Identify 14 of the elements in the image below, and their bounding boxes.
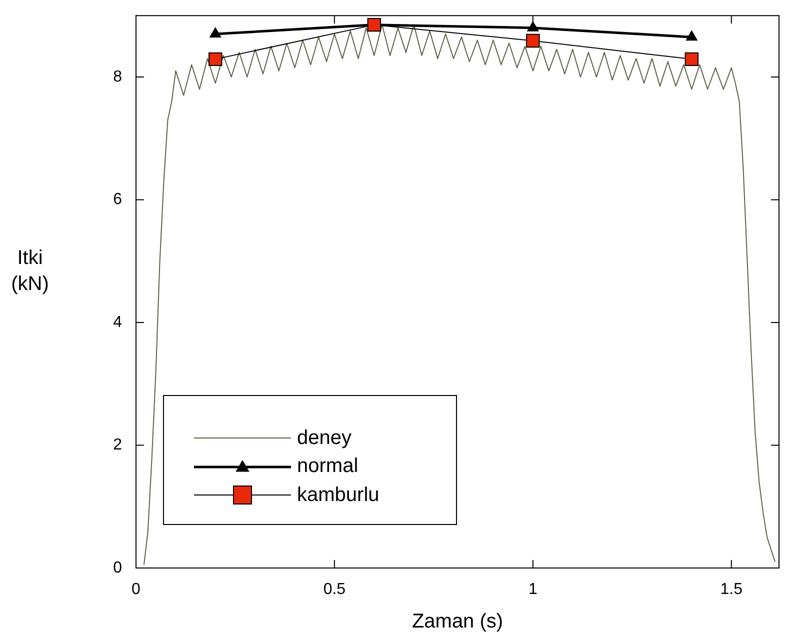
x-tick-label: 0 (132, 581, 141, 598)
y-axis-title: Itki (kN) (10, 246, 50, 297)
y-tick-label: 2 (113, 436, 122, 454)
y-tick-label: 4 (113, 314, 122, 331)
y-tick-label: 0 (113, 559, 122, 576)
legend-label: deney (297, 426, 352, 450)
x-tick-label: 0.5 (323, 581, 346, 598)
legend-label: kamburlu (297, 484, 380, 507)
x-tick-label: 1.5 (720, 581, 743, 598)
y-tick-label: 6 (113, 191, 122, 208)
y-tick-label: 8 (113, 68, 122, 86)
x-tick-label: 1 (528, 581, 538, 598)
legend-label: normal (297, 455, 358, 478)
x-axis-title: Zaman (s) (412, 610, 504, 633)
